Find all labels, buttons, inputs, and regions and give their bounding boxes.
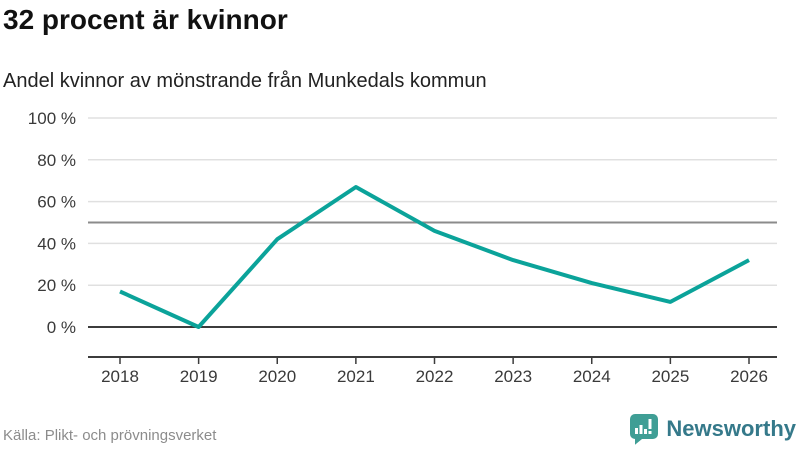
newsworthy-wordmark: Newsworthy	[666, 416, 796, 441]
x-axis-label: 2025	[651, 367, 689, 386]
x-axis-label: 2026	[730, 367, 768, 386]
y-axis-label: 40 %	[37, 234, 76, 253]
y-axis-label: 100 %	[28, 109, 76, 128]
newsworthy-logo: Newsworthy	[629, 413, 796, 445]
x-axis-label: 2021	[337, 367, 375, 386]
y-axis-label: 60 %	[37, 193, 76, 212]
x-axis-label: 2019	[180, 367, 218, 386]
page-title: 32 procent är kvinnor	[3, 4, 288, 35]
x-axis-label: 2024	[573, 367, 611, 386]
y-axis-label: 20 %	[37, 276, 76, 295]
x-axis-label: 2022	[416, 367, 454, 386]
chart-subtitle: Andel kvinnor av mönstrande från Munkeda…	[3, 70, 487, 92]
y-axis-label: 0 %	[47, 318, 76, 337]
x-axis-label: 2020	[258, 367, 296, 386]
y-axis-label: 80 %	[37, 151, 76, 170]
source-note: Källa: Plikt- och prövningsverket	[3, 427, 217, 444]
newsworthy-bar-chart-icon	[630, 414, 659, 445]
x-axis-label: 2018	[101, 367, 139, 386]
x-axis-label: 2023	[494, 367, 532, 386]
data-line	[119, 185, 750, 329]
